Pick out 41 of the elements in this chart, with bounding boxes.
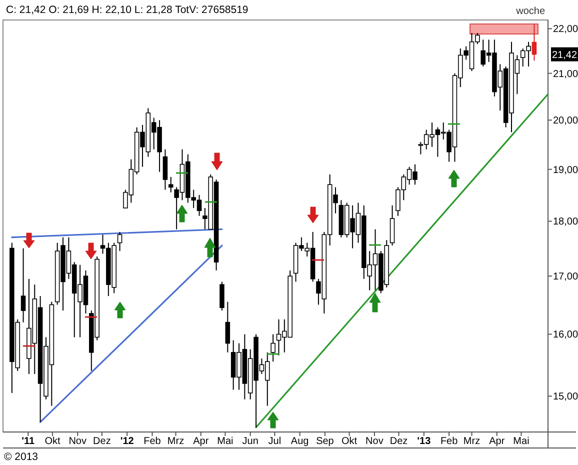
y-tick-label: 21,00 [553,68,578,80]
x-tick-label: Feb [440,436,458,447]
y-tick-label: 22,00 [553,24,578,36]
y-tick-label: 20,00 [553,116,578,127]
x-tick-label: '13 [417,436,432,447]
x-tick-label: Aug [290,436,309,447]
x-tick-label: Mrz [463,436,480,447]
x-tick-label: Apr [193,436,210,447]
x-tick-label: Okt [44,436,60,447]
candlestick [220,281,224,312]
x-tick-label: Mai [513,436,530,447]
x-tick-label: '11 [22,436,36,447]
chart-title: C: 21,42 O: 21,69 H: 22,10 L: 21,28 TotV: 27658519 [6,4,248,16]
x-tick-label: Mrz [167,436,184,447]
candlestick [162,148,168,190]
candlestick [20,248,26,323]
x-tick-label: Sep [316,436,334,447]
x-tick-label: Apr [489,436,506,447]
text: 21,42 [552,50,578,61]
candlestick [270,334,276,362]
x-tick-label: '12 [120,436,134,447]
x-tick-label: Nov [68,436,87,447]
candlestick [225,301,230,353]
candlestick [168,176,174,193]
x-tick-label: Jun [242,436,258,447]
x-tick-label: Jul [268,436,282,447]
y-tick-label: 19,00 [553,164,578,176]
x-tick-label: Dez [93,436,111,447]
x-tick-label: Nov [366,436,384,447]
x-tick-label: Mai [217,436,234,447]
text: © 2013 [4,451,38,463]
chart-subtitle: woche [515,6,546,17]
y-tick-label: 15,00 [553,392,578,403]
candlestick [117,231,122,252]
y-tick-label: 16,00 [553,330,578,341]
candlestick [532,24,537,62]
x-tick-label: Okt [342,436,358,447]
y-tick-label: 18,00 [553,216,578,228]
y-tick-label: 17,00 [553,272,578,283]
x-tick-label: Feb [144,436,162,447]
x-tick-label: Dez [390,436,408,447]
